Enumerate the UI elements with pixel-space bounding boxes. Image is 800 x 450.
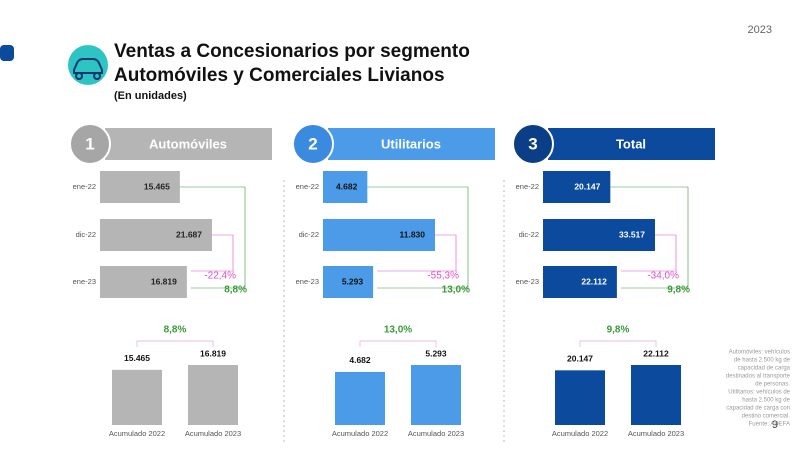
- category-label: Acumulado 2023: [408, 429, 464, 438]
- note-line: Utilitarios: vehículos de: [728, 390, 790, 396]
- value-label: 22.112: [643, 348, 669, 358]
- bar: [323, 219, 435, 251]
- panel-number: 2: [308, 134, 317, 153]
- note-line: destino comercial.: [742, 414, 791, 420]
- bracket: [179, 186, 246, 289]
- panel-header: [105, 128, 272, 160]
- panel-number: 3: [528, 134, 537, 153]
- value-label: 4.682: [336, 181, 358, 191]
- annotation: 8,8%: [164, 325, 187, 336]
- value-label: 16.819: [200, 348, 226, 358]
- note-line: capacidad de carga con: [726, 406, 790, 412]
- bar: [100, 171, 180, 203]
- bar: [555, 370, 605, 425]
- value-label: 5.293: [342, 276, 364, 286]
- bracket: [359, 340, 437, 347]
- category-label: dic-22: [76, 230, 96, 239]
- value-label: 4.682: [349, 355, 371, 365]
- value-label: 15.465: [144, 181, 170, 191]
- value-label: 16.819: [151, 276, 177, 286]
- note-line: de hasta 2.500 kg de: [734, 358, 791, 364]
- category-label: dic-22: [299, 230, 319, 239]
- bracket: [367, 186, 469, 289]
- note-line: capacidad de carga: [738, 366, 791, 372]
- value-label: 11.830: [399, 229, 425, 239]
- category-label: ene-23: [296, 277, 319, 286]
- units: (En unidades): [114, 90, 187, 102]
- note-line: Fuente: ADEFA: [749, 422, 790, 428]
- side-tab: [0, 45, 14, 61]
- bar: [411, 365, 461, 425]
- category-label: ene-22: [73, 182, 96, 191]
- category-label: Acumulado 2023: [185, 429, 241, 438]
- panel-header: [328, 128, 495, 160]
- page-number: 9: [772, 419, 778, 431]
- title: Ventas a Concesionarios por segmento: [114, 41, 470, 62]
- category-label: dic-22: [519, 230, 539, 239]
- panel-number: 1: [85, 134, 94, 153]
- category-label: ene-22: [516, 182, 539, 191]
- panel-label: Automóviles: [149, 136, 227, 151]
- bracket: [377, 234, 457, 272]
- value-label: 21.687: [176, 229, 202, 239]
- category-label: Acumulado 2022: [109, 429, 165, 438]
- bar: [543, 171, 611, 203]
- value-label: 20.147: [567, 354, 593, 364]
- category-label: Acumulado 2022: [552, 429, 608, 438]
- annotation: -55,3%: [427, 271, 459, 282]
- annotation: -22,4%: [204, 271, 236, 282]
- panel-label: Utilitarios: [381, 136, 441, 151]
- year: 2023: [748, 24, 772, 36]
- category-label: Acumulado 2022: [332, 429, 388, 438]
- note-line: hasta 2.500 kg de: [742, 398, 790, 404]
- bar: [323, 266, 374, 298]
- panel-badge: [292, 123, 334, 165]
- note-line: Automóviles: vehículos: [729, 350, 790, 356]
- category-label: ene-22: [296, 182, 319, 191]
- bar: [335, 371, 385, 425]
- bar: [543, 266, 617, 298]
- category-label: ene-23: [516, 277, 539, 286]
- annotation: 8,8%: [224, 285, 247, 296]
- car-icon: [73, 58, 103, 80]
- bar: [543, 219, 655, 251]
- subtitle: Automóviles y Comerciales Livianos: [114, 65, 445, 86]
- panel-badge: [69, 123, 111, 165]
- panel-label: Total: [616, 136, 646, 151]
- bracket: [610, 186, 689, 289]
- value-label: 22.112: [581, 276, 607, 286]
- bracket: [190, 234, 234, 272]
- category-label: ene-23: [73, 277, 96, 286]
- icon-circle: [68, 45, 108, 85]
- annotation: -34,0%: [647, 271, 679, 282]
- value-label: 33.517: [619, 229, 645, 239]
- panel-badge: [512, 123, 554, 165]
- value-label: 15.465: [124, 353, 150, 363]
- bracket: [620, 234, 677, 272]
- annotation: 13,0%: [442, 285, 470, 296]
- bar: [112, 369, 162, 425]
- note-line: de personas.: [755, 382, 790, 388]
- annotation: 9,8%: [607, 325, 630, 336]
- bracket: [136, 340, 214, 347]
- bar: [631, 365, 681, 425]
- annotation: 13,0%: [384, 325, 412, 336]
- bracket: [579, 340, 657, 347]
- bar: [188, 365, 238, 425]
- note-line: destinados al transporte: [726, 374, 791, 380]
- value-label: 20.147: [574, 181, 600, 191]
- category-label: Acumulado 2023: [628, 429, 684, 438]
- bar: [100, 266, 187, 298]
- annotation: 9,8%: [667, 285, 690, 296]
- value-label: 5.293: [425, 348, 447, 358]
- bar: [323, 171, 368, 203]
- bar: [100, 219, 212, 251]
- panel-header: [548, 128, 715, 160]
